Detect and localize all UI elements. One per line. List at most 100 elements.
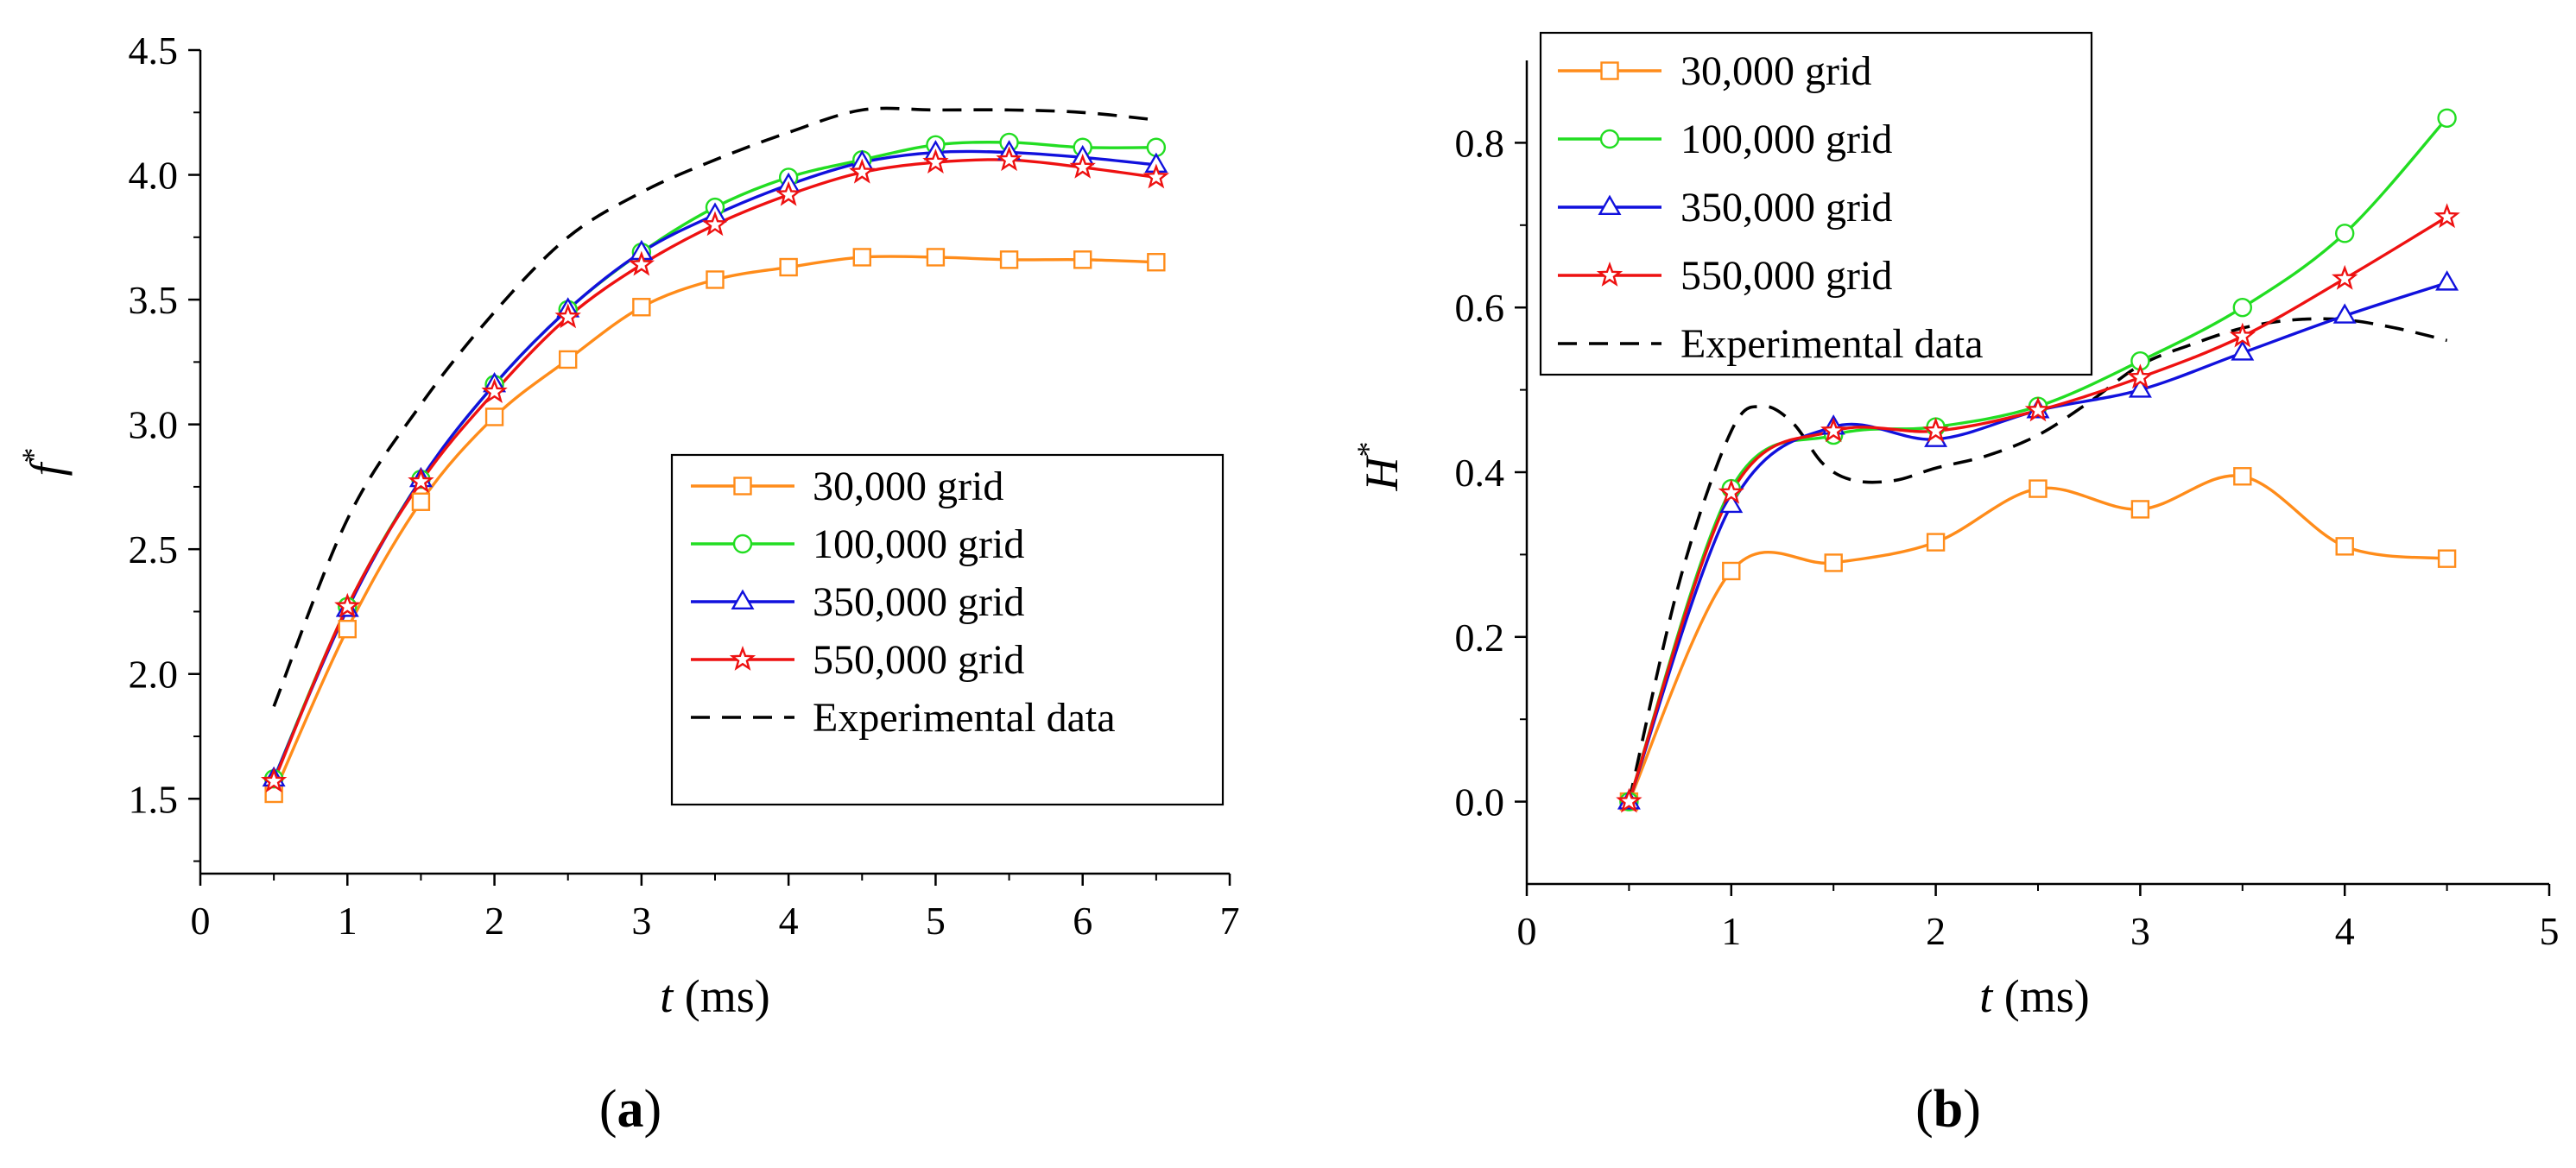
data-point-star [1069,153,1096,179]
data-point-square [2233,467,2252,486]
legend-label: 550,000 grid [1680,253,1892,299]
legend-swatch-marker [1600,61,1619,80]
data-point-square [999,250,1019,269]
x-tick-label: 1 [338,899,358,943]
data-point-star [1616,787,1642,813]
data-point-square [1722,561,1741,581]
data-point-square [2130,500,2150,519]
legend-label: Experimental data [813,695,1116,741]
data-point-triangle [1719,492,1744,514]
series-line-triangle-b [1627,281,2448,803]
y-axis-var: H [1356,455,1408,492]
y-ticks-a: 1.5 2.0 2.5 3.0 3.5 4.0 4.5 [129,28,200,862]
data-point-star [554,303,581,329]
chart-panel-b: 0 1 2 3 4 5 0.0 0.2 0.4 0.6 0.8 30,000 grid 100,000 … [1351,31,2560,1139]
legend-box [670,453,1225,806]
data-point-star [628,250,655,276]
series-markers-star-a [260,146,1170,792]
data-point-star [849,158,876,184]
data-point-star [408,468,434,494]
legend-label: 350,000 grid [1680,185,1892,230]
data-point-square [779,257,798,277]
legend-label: 550,000 grid [813,637,1024,683]
data-point-square [706,270,725,289]
data-point-star [996,146,1022,172]
data-point-square [2029,479,2048,498]
legend-swatch-marker [1598,194,1622,216]
x-tick-label: 5 [926,899,946,943]
x-axis-var: t [1979,970,1994,1022]
x-tick-label: 7 [1220,899,1240,943]
data-point-star [481,378,508,403]
legend-a: 30,000 grid 100,000 grid 350,000 grid 550,0… [670,453,1225,806]
y-tick-label: 2.0 [129,653,179,697]
y-tick-label: 0.2 [1455,616,1505,660]
panel-label-a: (a) [599,1080,661,1139]
data-point-star [922,148,949,174]
data-point-star [1820,417,1847,443]
data-point-triangle [2332,303,2357,324]
data-point-star [1718,478,1744,504]
panel-label-letter: a [617,1080,644,1139]
series-line-none-b [1627,317,2448,803]
x-tick-label: 2 [1926,909,1946,953]
y-tick-label: 0.8 [1455,121,1505,165]
data-point-star [701,211,729,237]
data-point-circle [2334,224,2355,243]
y-tick-label: 3.5 [129,278,179,322]
legend-swatch-marker [1596,262,1623,287]
legend-box [1539,31,2093,376]
x-axis-unit: (ms) [1992,970,2089,1022]
x-tick-label: 4 [2335,909,2355,953]
y-tick-label: 2.5 [129,527,179,571]
data-point-star [2229,322,2256,348]
data-point-square [632,298,651,317]
legend-swatch-marker [731,589,755,609]
y-tick-label: 4.5 [129,28,179,73]
data-point-square [411,492,431,511]
x-tick-label: 0 [1517,909,1537,953]
x-axis-unit: (ms) [673,970,769,1022]
x-axis-title: t (ms) [1979,970,2090,1022]
legend-label: 30,000 grid [1680,48,1871,94]
data-point-star [2127,363,2154,389]
data-point-star [2332,264,2358,290]
data-point-square [484,407,504,426]
chart-panel-a: 0 1 2 3 4 5 6 7 1.5 2.0 2.5 3.0 3.5 4.0 4.5 30,000 grid… [16,28,1240,1139]
legend-label: Experimental data [1680,321,1984,367]
x-tick-label: 1 [1721,909,1741,953]
data-point-triangle [2231,340,2255,361]
data-point-triangle [2435,270,2459,291]
x-tick-label: 5 [2540,909,2560,953]
y-tick-label: 4.0 [129,154,179,198]
legend-swatch-marker [1599,129,1620,149]
data-point-square [338,619,357,639]
data-point-circle [2232,298,2253,318]
x-tick-label: 4 [779,899,799,943]
data-point-square [1073,250,1092,269]
series-group-a [260,106,1170,804]
y-axis-title: H* [1351,442,1408,492]
y-tick-label: 0.0 [1455,780,1505,824]
data-point-square [559,350,578,369]
panel-label-letter: b [1934,1080,1963,1139]
x-tick-label: 6 [1073,899,1092,943]
y-tick-label: 3.0 [129,403,179,447]
series-group-b [1616,108,2460,813]
data-point-star [1142,163,1170,189]
data-point-triangle [2128,377,2152,398]
series-line-none-a [272,106,1157,707]
x-axis-var: t [660,970,674,1022]
x-tick-label: 0 [191,899,211,943]
y-axis-sup: * [16,447,50,463]
legend-b: 30,000 grid 100,000 grid 350,000 grid 550,0… [1539,31,2093,376]
x-tick-label: 2 [484,899,504,943]
data-point-square [2335,537,2354,556]
data-point-star [2024,396,2052,422]
legend-swatch-marker [733,477,752,496]
x-tick-label: 3 [631,899,651,943]
legend-label: 350,000 grid [813,579,1024,625]
data-point-square [1147,253,1166,272]
y-tick-label: 1.5 [129,777,179,821]
panel-label-close: ) [1963,1080,1981,1139]
